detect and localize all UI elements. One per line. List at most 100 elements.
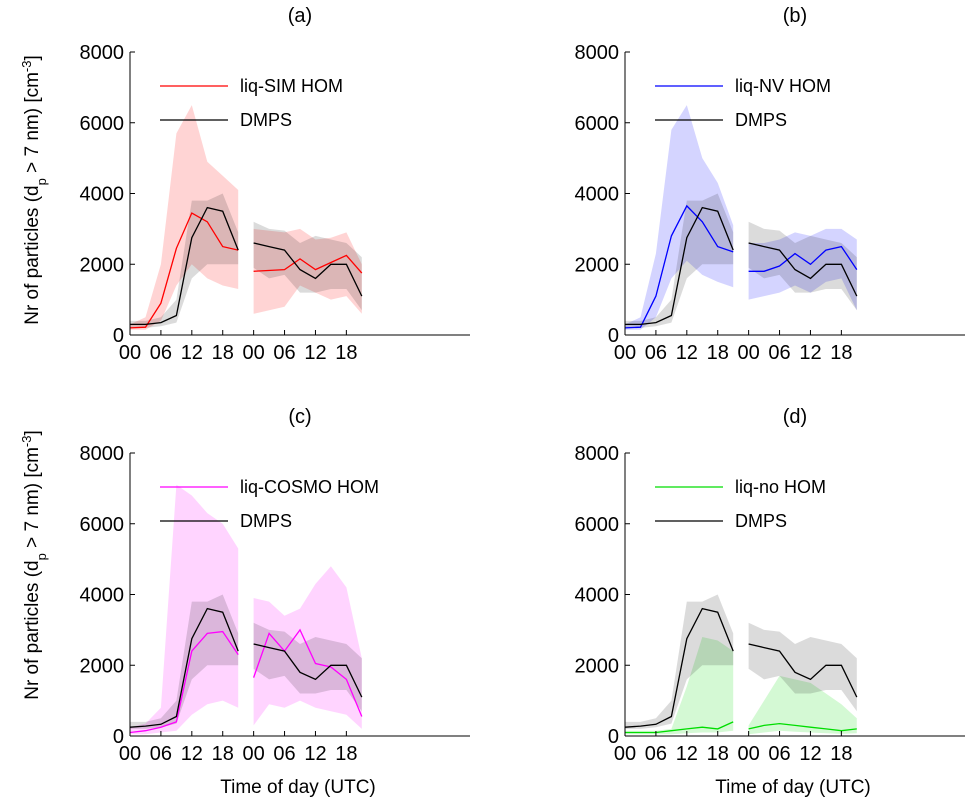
ylabel-bottom: Nr of particles (dp > 7 nm) [cm-3] (19, 430, 49, 700)
ylabel-end: ] (22, 430, 43, 435)
x-tick-label: 12 (304, 743, 326, 765)
x-tick-label: 00 (119, 342, 141, 364)
legend-label: DMPS (735, 511, 787, 531)
y-tick-label: 2000 (575, 655, 620, 677)
x-tick-label: 18 (212, 342, 234, 364)
panel-title: (c) (288, 406, 311, 428)
x-tick-label: 00 (614, 743, 636, 765)
model-range-band (130, 105, 239, 330)
y-tick-label: 4000 (575, 184, 620, 206)
legend: liq-no HOM DMPS (655, 477, 826, 531)
legend: liq-COSMO HOM DMPS (160, 477, 379, 531)
dmps-series-line (748, 643, 858, 698)
x-tick-label: 12 (676, 342, 698, 364)
x-tick-label: 06 (273, 342, 295, 364)
dmps-series-line (253, 643, 363, 698)
x-tick-label: 18 (335, 743, 357, 765)
model-series-line (253, 254, 363, 274)
y-tick-label: 6000 (575, 113, 620, 135)
y-tick-label: 4000 (80, 184, 125, 206)
y-tick-label: 8000 (80, 42, 125, 64)
x-tick-label: 12 (799, 342, 821, 364)
x-tick-label: 18 (212, 743, 234, 765)
plot-area (130, 484, 363, 735)
dmps-series-line (130, 206, 239, 326)
x-tick-label: 12 (676, 743, 698, 765)
model-range-band (625, 637, 734, 735)
model-series-line (625, 204, 734, 329)
model-range-band (130, 484, 239, 735)
y-tick-label: 0 (608, 325, 619, 347)
legend-label: liq-COSMO HOM (240, 477, 379, 497)
model-series-line (130, 212, 239, 329)
y-tick-label: 6000 (80, 514, 125, 536)
panel-title: (b) (783, 5, 807, 27)
y-tick-label: 4000 (575, 585, 620, 607)
panel-a: 0 2000 4000 6000 8000 00 06 12 18 00 06 12 18 (a) liq-… (80, 5, 470, 364)
y-tick-label: 2000 (80, 655, 125, 677)
x-tick-label: 12 (799, 743, 821, 765)
model-range-band (253, 228, 362, 314)
dmps-range-band (253, 622, 362, 712)
x-tick-label: 06 (150, 743, 172, 765)
x-tick-label: 18 (707, 342, 729, 364)
model-series-line (625, 721, 734, 734)
x-tick-label: 06 (768, 342, 790, 364)
ylabel-mid: > 7 nm) [cm (22, 72, 43, 178)
plot-area (625, 105, 858, 330)
panel-title: (a) (288, 5, 312, 27)
x-tick-label: 00 (738, 743, 760, 765)
x-tick-label: 18 (830, 743, 852, 765)
ylabel-end: ] (22, 55, 43, 60)
dmps-series-line (625, 206, 734, 326)
panel-title: (d) (783, 406, 807, 428)
ylabel-sub: p (34, 553, 49, 560)
panel-d: 0 2000 4000 6000 8000 00 06 12 18 00 06 12 18 (d) liq-… (575, 406, 965, 765)
dmps-range-band (748, 622, 857, 712)
x-tick-label: 12 (181, 743, 203, 765)
legend: liq-NV HOM DMPS (655, 76, 831, 130)
model-series-line (252, 628, 363, 717)
dmps-series-line (253, 242, 363, 297)
y-tick-label: 2000 (575, 254, 620, 276)
x-tick-label: 00 (243, 342, 265, 364)
dmps-series-line (130, 607, 239, 728)
model-range-band (625, 105, 734, 330)
x-tick-label: 06 (273, 743, 295, 765)
x-tick-label: 00 (738, 342, 760, 364)
x-tick-label: 18 (830, 342, 852, 364)
y-tick-label: 6000 (80, 113, 125, 135)
x-tick-label: 12 (181, 342, 203, 364)
x-tick-label: 00 (243, 743, 265, 765)
dmps-range-band (748, 221, 857, 311)
legend-label: DMPS (735, 110, 787, 130)
panel-b: 0 2000 4000 6000 8000 00 06 12 18 00 06 12 18 (b) liq-… (575, 5, 965, 364)
x-tick-label: 18 (335, 342, 357, 364)
dmps-range-band (130, 594, 239, 729)
legend-label: liq-SIM HOM (240, 76, 343, 96)
ylabel-sub: p (34, 178, 49, 185)
x-tick-label: 06 (645, 743, 667, 765)
ylabel-main: Nr of particles (d (22, 185, 43, 324)
model-series-line (748, 722, 857, 732)
y-tick-label: 8000 (80, 443, 125, 465)
ylabel-sup: -3 (19, 436, 34, 448)
panel-c: 0 2000 4000 6000 8000 00 06 12 18 00 06 12 18 (c) liq-… (80, 406, 470, 765)
x-tick-label: 00 (119, 743, 141, 765)
plot-area (130, 105, 363, 330)
x-tick-label: 06 (645, 342, 667, 364)
model-series-line (130, 630, 239, 734)
xlabel-left: Time of day (UTC) (220, 777, 376, 798)
legend-label: liq-NV HOM (735, 76, 831, 96)
dmps-series-line (625, 607, 734, 728)
x-tick-label: 06 (150, 342, 172, 364)
plot-area (625, 594, 858, 735)
dmps-range-band (253, 221, 362, 311)
y-tick-label: 8000 (575, 443, 620, 465)
x-tick-label: 00 (614, 342, 636, 364)
ylabel-main: Nr of particles (d (22, 560, 43, 699)
panels: 0 2000 4000 6000 8000 00 06 12 18 00 06 12 18 (a) liq-… (80, 5, 965, 765)
y-tick-label: 0 (608, 726, 619, 748)
